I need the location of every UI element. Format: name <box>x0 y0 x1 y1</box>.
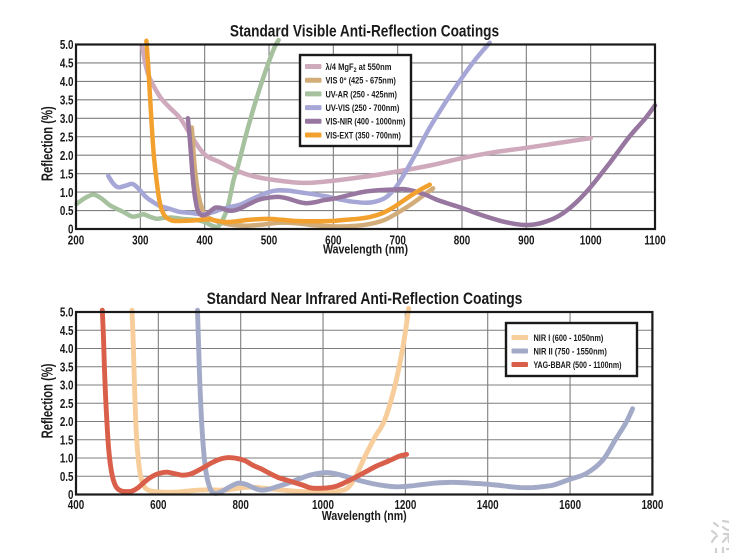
svg-text:1800: 1800 <box>641 499 663 512</box>
svg-text:1.5: 1.5 <box>60 168 74 181</box>
svg-text:3.5: 3.5 <box>60 361 74 374</box>
svg-text:5.0: 5.0 <box>60 39 74 52</box>
svg-text:YAG-BBAR (500 - 1100nm): YAG-BBAR (500 - 1100nm) <box>534 360 622 370</box>
svg-text:2.0: 2.0 <box>60 416 74 429</box>
svg-text:3.5: 3.5 <box>60 94 74 107</box>
svg-text:UV-VIS (250 - 700nm): UV-VIS (250 - 700nm) <box>326 102 400 113</box>
svg-text:0.5: 0.5 <box>60 471 74 484</box>
svg-text:Standard Near Infrared Anti-Re: Standard Near Infrared Anti-Reflection C… <box>207 290 523 308</box>
svg-text:800: 800 <box>232 499 248 512</box>
svg-text:400: 400 <box>68 499 84 512</box>
svg-text:1100: 1100 <box>644 234 665 247</box>
svg-text:600: 600 <box>150 499 166 512</box>
svg-text:4.5: 4.5 <box>60 325 74 338</box>
svg-text:1600: 1600 <box>559 499 581 512</box>
svg-text:400: 400 <box>196 234 212 247</box>
svg-text:0.5: 0.5 <box>60 205 74 218</box>
svg-text:4.0: 4.0 <box>60 76 74 89</box>
svg-text:4.5: 4.5 <box>60 58 74 71</box>
svg-text:4.0: 4.0 <box>60 343 74 356</box>
svg-text:Reflection (%): Reflection (%) <box>39 363 56 438</box>
svg-text:1200: 1200 <box>394 499 416 512</box>
svg-text:700: 700 <box>389 234 405 247</box>
svg-text:800: 800 <box>454 234 470 247</box>
svg-text:λ/4 MgF2 at 550nm: λ/4 MgF2 at 550nm <box>326 61 392 74</box>
svg-text:1.5: 1.5 <box>60 434 74 447</box>
svg-text:1000: 1000 <box>580 234 602 247</box>
svg-text:UV-AR (250 - 425nm): UV-AR (250 - 425nm) <box>326 88 398 99</box>
svg-text:Wavelength (nm): Wavelength (nm) <box>322 509 407 523</box>
svg-text:NIR I (600 - 1050nm): NIR I (600 - 1050nm) <box>534 332 604 343</box>
svg-text:NIR II (750 - 1550nm): NIR II (750 - 1550nm) <box>534 346 608 357</box>
svg-text:500: 500 <box>261 234 277 247</box>
svg-text:Reflection (%): Reflection (%) <box>39 106 56 181</box>
svg-text:VIS-EXT (350 - 700nm): VIS-EXT (350 - 700nm) <box>326 129 402 140</box>
svg-text:300: 300 <box>132 234 148 247</box>
svg-text:Wavelength (nm): Wavelength (nm) <box>323 243 408 257</box>
svg-text:Standard Visible Anti-Reflecti: Standard Visible Anti-Reflection Coating… <box>230 22 499 41</box>
svg-text:1000: 1000 <box>312 499 334 512</box>
svg-text:VIS-NIR (400 - 1000nm): VIS-NIR (400 - 1000nm) <box>326 116 406 127</box>
svg-text:1.0: 1.0 <box>60 187 74 200</box>
svg-text:2.5: 2.5 <box>60 398 74 411</box>
svg-text:VIS 0° (425 - 675nm): VIS 0° (425 - 675nm) <box>326 75 397 86</box>
svg-text:0: 0 <box>68 489 73 502</box>
svg-text:0: 0 <box>68 224 73 237</box>
svg-text:3.0: 3.0 <box>60 380 74 393</box>
svg-text:900: 900 <box>518 234 534 247</box>
svg-text:5.0: 5.0 <box>60 307 74 320</box>
svg-text:600: 600 <box>325 234 341 247</box>
svg-text:1.0: 1.0 <box>60 453 74 466</box>
svg-text:3.0: 3.0 <box>60 113 74 126</box>
svg-text:2.0: 2.0 <box>60 150 74 163</box>
svg-text:2.5: 2.5 <box>60 131 74 144</box>
svg-text:200: 200 <box>68 234 84 247</box>
svg-text:1400: 1400 <box>477 499 499 512</box>
